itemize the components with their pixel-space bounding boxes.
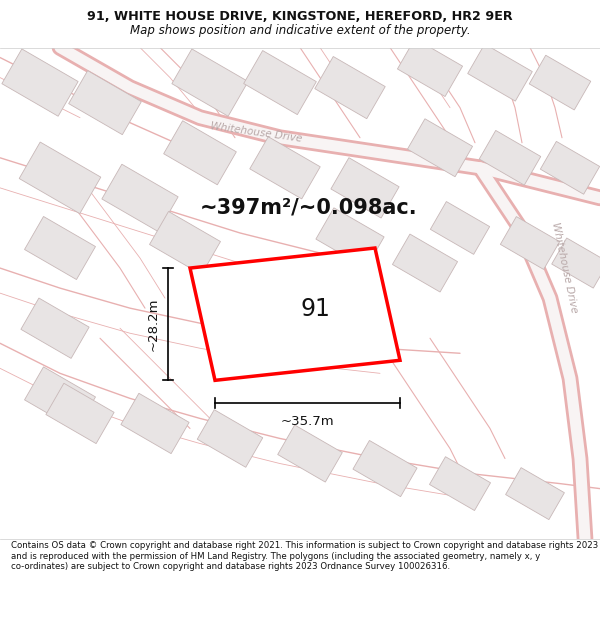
Polygon shape	[244, 51, 316, 114]
Polygon shape	[506, 468, 565, 519]
Polygon shape	[552, 238, 600, 288]
Polygon shape	[541, 141, 599, 194]
Polygon shape	[164, 121, 236, 185]
Polygon shape	[430, 457, 491, 511]
Text: 91, WHITE HOUSE DRIVE, KINGSTONE, HEREFORD, HR2 9ER: 91, WHITE HOUSE DRIVE, KINGSTONE, HEREFO…	[87, 11, 513, 24]
Polygon shape	[121, 393, 189, 454]
Polygon shape	[392, 234, 458, 292]
Text: Map shows position and indicative extent of the property.: Map shows position and indicative extent…	[130, 24, 470, 37]
Text: ~28.2m: ~28.2m	[147, 298, 160, 351]
Text: Contains OS data © Crown copyright and database right 2021. This information is : Contains OS data © Crown copyright and d…	[11, 541, 598, 571]
Polygon shape	[149, 211, 220, 274]
Polygon shape	[315, 56, 385, 119]
Polygon shape	[19, 142, 101, 214]
Polygon shape	[21, 298, 89, 358]
Text: ~35.7m: ~35.7m	[281, 416, 334, 428]
Polygon shape	[190, 248, 400, 381]
Polygon shape	[407, 119, 473, 177]
Polygon shape	[197, 410, 263, 468]
Polygon shape	[172, 49, 248, 116]
Polygon shape	[331, 158, 399, 218]
Text: ~397m²/~0.098ac.: ~397m²/~0.098ac.	[200, 198, 418, 218]
Text: Whitehouse Drive: Whitehouse Drive	[550, 222, 580, 314]
Text: 91: 91	[300, 297, 330, 321]
Polygon shape	[353, 441, 417, 497]
Polygon shape	[316, 208, 384, 268]
Polygon shape	[500, 217, 560, 269]
Polygon shape	[68, 71, 142, 134]
Polygon shape	[430, 201, 490, 254]
Polygon shape	[25, 367, 95, 430]
Polygon shape	[467, 44, 532, 101]
Polygon shape	[278, 425, 343, 482]
Polygon shape	[25, 216, 95, 279]
Polygon shape	[46, 383, 114, 444]
Polygon shape	[529, 55, 591, 110]
Polygon shape	[102, 164, 178, 231]
Polygon shape	[479, 131, 541, 185]
Polygon shape	[2, 49, 78, 116]
Polygon shape	[397, 39, 463, 96]
Text: Whitehouse Drive: Whitehouse Drive	[210, 121, 303, 144]
Polygon shape	[250, 137, 320, 199]
